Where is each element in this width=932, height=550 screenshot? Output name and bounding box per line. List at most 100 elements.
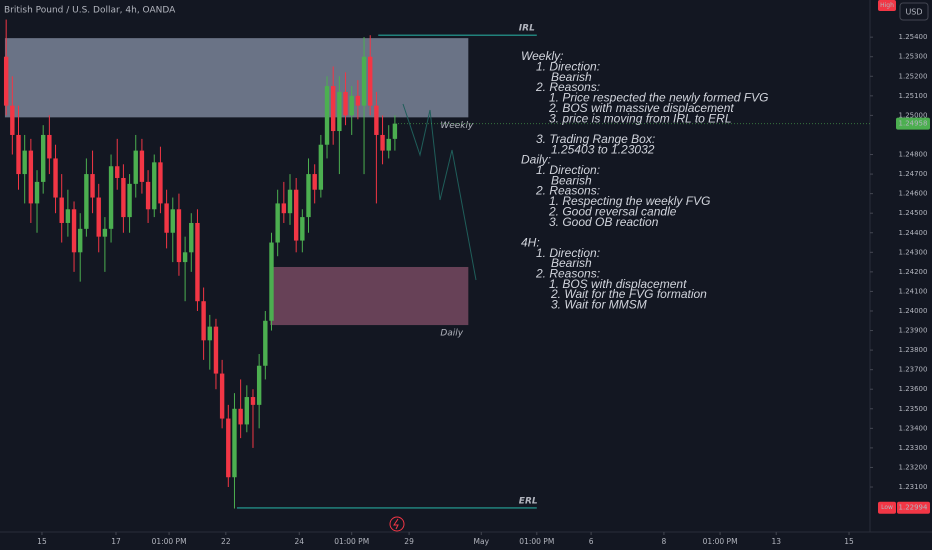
candle-body [281, 203, 287, 214]
note-line: 2. Reasons: [535, 184, 600, 198]
y-tick-label: 1.23700 [899, 366, 928, 374]
y-tick-label: 1.23200 [899, 463, 928, 471]
candle-body [263, 320, 268, 366]
note-line: 2. Wait for the FVG formation [550, 287, 707, 301]
x-tick-label: 22 [221, 537, 231, 546]
y-tick-label: 1.24100 [899, 287, 928, 295]
candle-body [170, 209, 175, 233]
note-line: 1.25403 to 1.23032 [551, 142, 655, 156]
x-tick-label: 24 [294, 537, 304, 546]
y-tick-label: 1.24500 [899, 209, 928, 217]
x-tick-label: 17 [111, 537, 121, 546]
chart-title: British Pound / U.S. Dollar, 4h, OANDA [4, 6, 176, 16]
zone [270, 266, 469, 326]
candle-body [380, 134, 385, 151]
y-tick-label: 1.24300 [899, 248, 928, 256]
last-price-label: 1.24958 [899, 120, 928, 128]
candle-body [349, 95, 354, 116]
note-line: 4H: [521, 235, 540, 249]
x-tick-label: 01:00 PM [334, 537, 369, 546]
candle-body [108, 166, 114, 229]
note-line: Bearish [551, 173, 592, 187]
note-line: Bearish [551, 70, 592, 84]
candle-body [182, 252, 188, 263]
y-tick-label: 1.25300 [899, 53, 928, 61]
candle-body [115, 166, 120, 178]
candle-body [133, 150, 138, 184]
candle-body [164, 203, 169, 233]
projection-path [402, 103, 477, 281]
candle-body [40, 134, 46, 182]
candle-body [361, 56, 367, 106]
y-tick-label: 1.25200 [899, 72, 928, 80]
x-tick-label: 15 [37, 537, 47, 546]
zone [4, 38, 469, 118]
y-tick-label: 1.24800 [899, 151, 928, 159]
note-line: 2. BOS with massive displacement [548, 101, 734, 115]
candle-body [306, 174, 311, 218]
note-line: Bearish [551, 256, 592, 270]
y-tick-label: 1.24200 [899, 268, 928, 276]
x-tick-label: 6 [589, 537, 594, 546]
candle-body [219, 373, 225, 419]
note-line: 2. Reasons: [535, 80, 600, 94]
candle-body [275, 203, 280, 243]
candle-body [330, 86, 336, 132]
y-tick-label: 1.23500 [899, 405, 928, 413]
candle-body [121, 177, 126, 218]
candle-body [139, 150, 145, 182]
x-tick-label: May [474, 537, 490, 546]
note-line: Weekly: [521, 49, 563, 63]
projection [402, 103, 477, 281]
y-tick-label: 1.24400 [899, 229, 928, 237]
candle-body [195, 222, 200, 302]
zone-label: Daily [440, 329, 463, 339]
note-line: 2. Reasons: [535, 267, 600, 281]
candle-body [374, 105, 379, 135]
candle-body [65, 209, 71, 223]
note-line: 3. Wait for MMSM [551, 298, 647, 312]
zone-label: Weekly [440, 121, 474, 131]
candle-body [392, 123, 398, 139]
candle-body [176, 209, 182, 263]
candle-body [226, 418, 231, 478]
y-tick-label: 1.23800 [899, 346, 928, 354]
x-tick-label: 01:00 PM [703, 537, 738, 546]
x-tick-label: 8 [662, 537, 667, 546]
note-line: 1. Price respected the newly formed FVG [549, 91, 768, 105]
y-tick-label: 1.24600 [899, 190, 928, 198]
candle-body [238, 408, 243, 425]
y-tick-label: 1.23600 [899, 385, 928, 393]
y-tick-label: 1.24700 [899, 170, 928, 178]
candle-body [59, 197, 64, 223]
candle-body [158, 162, 163, 204]
note-line: 1. Direction: [536, 163, 600, 177]
candle-body [34, 181, 40, 204]
candle-body [213, 326, 219, 374]
event-icon-bolt [393, 518, 399, 530]
candle-body [368, 56, 373, 106]
candle-body [318, 144, 324, 190]
x-tick-label: 29 [404, 537, 414, 546]
note-line: Daily: [521, 153, 551, 167]
note-line: 2. Good reversal candle [548, 204, 677, 218]
note-line: 1. Direction: [536, 60, 600, 74]
candle-body [102, 228, 108, 237]
note-line: 3. Trading Range Box: [536, 132, 655, 146]
candle-body [256, 365, 262, 405]
y-tick-label: 1.23100 [899, 483, 928, 491]
candle-body [71, 209, 77, 253]
event-icon[interactable] [389, 516, 405, 532]
low-price-box [897, 501, 930, 514]
candle-body [355, 95, 361, 106]
candle-body [201, 301, 206, 341]
candle-body [287, 189, 293, 214]
level-label: ERL [519, 496, 538, 506]
y-tick-label: 1.24000 [899, 307, 928, 315]
candle-body [90, 174, 95, 198]
candle-body [293, 189, 299, 241]
candle-body [152, 162, 157, 210]
x-tick-label: 13 [771, 537, 781, 546]
currency-button[interactable] [899, 2, 929, 21]
